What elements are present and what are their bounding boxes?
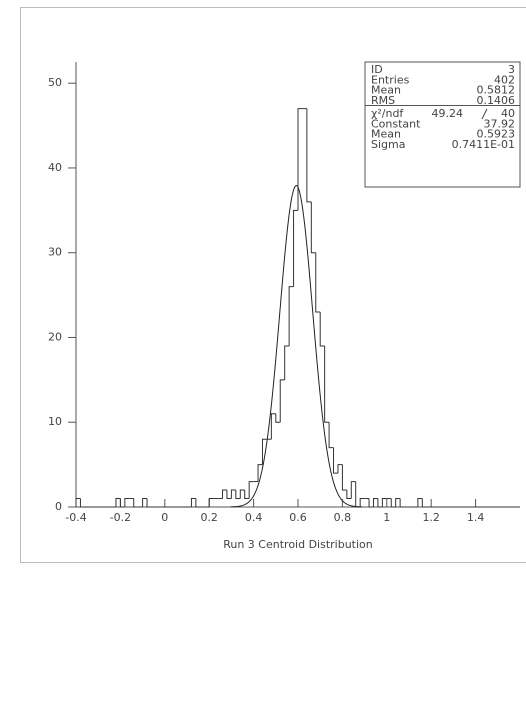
y-tick-label: 10 [48,415,62,428]
fit-quality-label: χ²/ndf [371,107,404,120]
histogram-bin [222,489,227,499]
histogram-bin [372,498,378,507]
chi2-value: 49.24 [432,107,464,120]
fit-label: Constant [371,117,421,130]
fit-value: 0.5923 [477,128,516,141]
stat-label: Mean [371,84,401,97]
histogram-bin [248,481,254,499]
histogram-bin [395,498,401,507]
stat-value: 3 [508,63,515,76]
y-tick-label: 30 [48,246,62,259]
histogram-bin [261,438,267,465]
histogram-bin [337,464,343,474]
histogram-bin [306,108,312,203]
y-tick-label: 40 [48,161,62,174]
x-tick-label: 0.4 [245,511,263,524]
x-tick-label: 1.2 [422,511,440,524]
histogram-bin [79,498,85,508]
x-tick-label: 1 [383,511,390,524]
stat-value: 0.1406 [477,94,516,107]
histogram-bin [75,498,81,507]
histogram-bin [381,498,387,507]
histogram-bin [275,413,281,423]
y-tick-label: 20 [48,330,62,343]
x-tick-label: -0.2 [110,511,131,524]
histogram-bin [324,345,330,423]
histogram-bin [390,498,396,508]
histogram-bin [368,498,374,508]
stats-box [364,61,521,188]
fit-label: Mean [371,128,401,141]
fit-value: 0.7411E-01 [452,138,515,151]
x-tick-label: 1.4 [467,511,485,524]
histogram-bin [190,498,196,507]
histogram-bin [119,498,125,508]
x-tick-label: 0.2 [200,511,218,524]
fit-value: 37.92 [484,117,516,130]
fit-curve [230,185,363,508]
histogram-bin [399,498,405,508]
slash [481,108,488,120]
histogram-bin [230,489,236,499]
histogram-bin [226,490,232,500]
ndf-value: 40 [501,107,515,120]
histogram-bin [284,345,290,380]
x-tick-label: 0 [161,511,168,524]
histogram-bin [310,201,316,254]
stat-label: Entries [371,73,410,86]
x-tick-label: 0.8 [334,511,352,524]
stat-label: RMS [371,94,395,107]
histogram-bin [355,481,361,508]
histogram-bin [270,413,276,440]
stat-value: 0.5812 [477,84,516,97]
histogram-bin [346,490,352,500]
histogram-bin [417,498,423,507]
x-tick-label: 0.6 [289,511,307,524]
histogram-bin [319,312,325,347]
histogram-bin [333,447,338,474]
histogram-bin [257,464,263,482]
histogram-bin [239,489,245,499]
histogram-bin [359,498,365,507]
histogram-bin [279,379,285,423]
histogram-bin [146,498,152,508]
histogram-bin [142,498,148,507]
stat-label: ID [371,63,383,76]
x-tick-label: -0.4 [65,511,86,524]
stat-value: 402 [494,73,515,86]
histogram-bin [341,464,347,491]
fit-label: Sigma [371,138,405,151]
y-tick-label: 0 [55,500,62,513]
histogram-bin [115,498,121,507]
histogram-bin [208,498,214,507]
histogram-bin [350,481,356,499]
histogram-bin [133,498,139,508]
histogram-bin [195,498,201,508]
histogram-bin [235,490,241,500]
histogram-bin [421,498,427,508]
histogram-bin [293,209,298,287]
histogram-bin [288,286,294,346]
y-tick-label: 50 [48,76,62,89]
x-axis-label: Run 3 Centroid Distribution [223,538,373,551]
histogram-bin [377,498,383,508]
histogram-bin [124,498,130,507]
histogram-bin [315,252,321,313]
histogram-bin [297,108,303,211]
histogram-bin [244,490,250,500]
frame [20,7,526,563]
histogram-bin [328,422,334,449]
